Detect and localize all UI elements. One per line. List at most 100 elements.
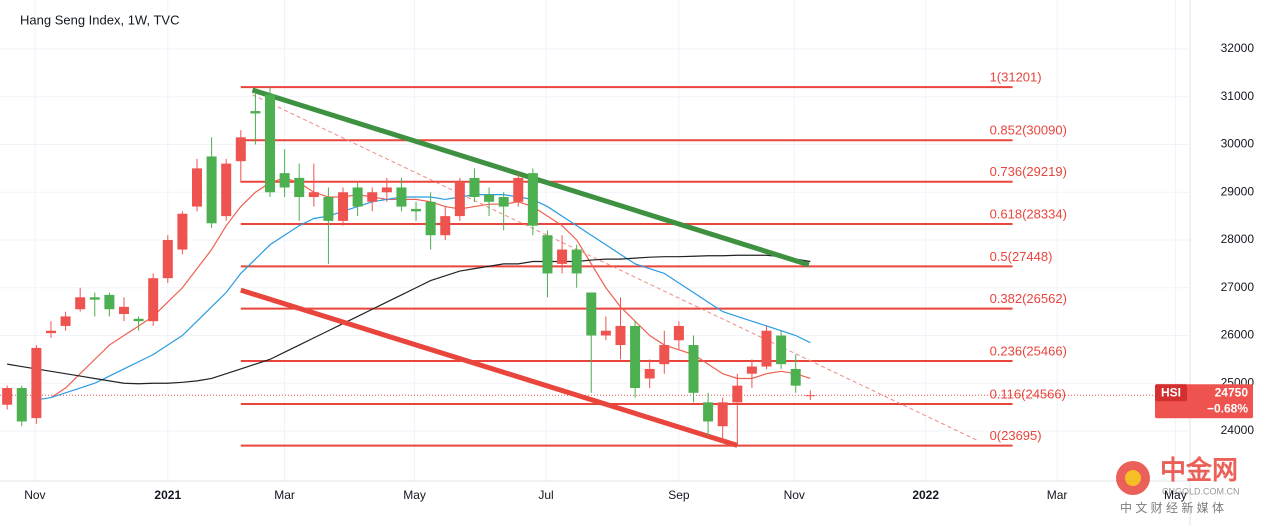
candle-body: [16, 388, 27, 422]
candle-body: [104, 294, 115, 310]
candle-body: [89, 297, 100, 300]
watermark: 中金网 CNGOLD.COM.CN 中 文 财 经 新 媒 体: [1116, 455, 1240, 515]
candle-body: [484, 194, 495, 202]
x-tick-label: 2021: [154, 488, 181, 502]
price-tag: HSI 24750 −0.68%: [1155, 384, 1253, 419]
candle-body: [776, 335, 787, 365]
x-tick-label: Nov: [784, 488, 805, 502]
x-tick-label: Mar: [1047, 488, 1068, 502]
fib-label: 0(23695): [990, 428, 1042, 443]
fib-label: 0.852(30090): [990, 123, 1067, 138]
candle-body: [630, 325, 641, 389]
candle-body: [118, 306, 129, 315]
candle-body: [2, 388, 13, 405]
candle-body: [411, 208, 422, 212]
candle-body: [600, 330, 611, 336]
price-tag-symbol: HSI: [1161, 385, 1181, 399]
candle-body: [206, 156, 217, 224]
x-tick-label: May: [1164, 488, 1187, 502]
x-tick-label: Sep: [668, 488, 690, 502]
fib-label: 0.382(26562): [990, 291, 1067, 306]
y-tick-label: 31000: [1221, 89, 1255, 103]
candle-body: [235, 137, 246, 162]
candle-body: [265, 94, 276, 193]
candle-body: [673, 325, 684, 341]
candle-body: [717, 402, 728, 427]
fib-label: 0.236(25466): [990, 343, 1067, 358]
moving-average: [7, 254, 811, 385]
candle-body: [177, 213, 188, 250]
fib-label: 1(31201): [990, 70, 1042, 85]
y-tick-label: 30000: [1221, 137, 1255, 151]
candle-body: [659, 345, 670, 365]
price-tag-symbol-box: [1155, 384, 1187, 402]
candle-body: [703, 402, 714, 422]
candle-body: [352, 187, 363, 207]
fib-label: 0.618(28334): [990, 206, 1067, 221]
candle-body: [425, 201, 436, 236]
candle-body: [75, 297, 86, 310]
candle-body: [732, 385, 743, 403]
y-tick-label: 28000: [1221, 232, 1255, 246]
candle-body: [381, 187, 392, 193]
candle-body: [148, 278, 159, 322]
candle-body: [308, 192, 319, 198]
candle-body: [60, 316, 71, 326]
candle-body: [761, 330, 772, 367]
x-tick-label: Nov: [24, 488, 45, 502]
watermark-brand: 中金网: [1160, 455, 1238, 485]
candle-body: [688, 345, 699, 393]
y-tick-label: 26000: [1221, 328, 1255, 342]
candle-body: [586, 292, 597, 336]
candle-body: [557, 249, 568, 264]
candle-body: [513, 177, 524, 202]
candle-body: [615, 325, 626, 346]
candle-body: [644, 368, 655, 379]
x-tick-label: 2022: [912, 488, 939, 502]
candle-body: [338, 192, 349, 221]
candle-body: [279, 173, 290, 188]
candle-body: [746, 366, 757, 374]
price-tag-price: 24750: [1215, 385, 1249, 399]
candle-body: [133, 318, 144, 322]
trendline: [252, 94, 978, 441]
logo-inner: [1125, 470, 1141, 486]
candle-body: [469, 177, 480, 198]
watermark-slogan: 中 文 财 经 新 媒 体: [1120, 500, 1224, 515]
price-tag-change: −0.68%: [1207, 401, 1248, 415]
candle-body: [542, 235, 553, 274]
candle-body: [805, 395, 816, 397]
candle-body: [323, 197, 334, 221]
candle-body: [498, 197, 509, 207]
plot: 1(31201) 0.852(30090) 0.736(29219) 0.618(28…: [0, 70, 1190, 448]
candle-body: [191, 168, 202, 207]
moving-average: [36, 194, 811, 401]
candle-body: [440, 216, 451, 236]
trendline: [240, 287, 739, 448]
candle-body: [396, 187, 407, 207]
candle-body: [162, 239, 173, 279]
candle-body: [250, 111, 261, 114]
candle-body: [31, 347, 42, 419]
candle-body: [45, 330, 56, 334]
fib-label: 0.5(27448): [990, 249, 1053, 264]
x-tick-label: Jul: [538, 488, 553, 502]
fib-label: 0.736(29219): [990, 164, 1067, 179]
candle-body: [367, 192, 378, 202]
y-tick-label: 27000: [1221, 280, 1255, 294]
candle-body: [527, 173, 538, 226]
y-tick-label: 29000: [1221, 184, 1255, 198]
x-tick-label: May: [403, 488, 426, 502]
fib-label: 0.116(24566): [990, 386, 1066, 401]
candle-body: [454, 182, 465, 217]
candle-body: [294, 177, 305, 198]
candle-body: [221, 163, 232, 217]
y-tick-label: 32000: [1221, 41, 1255, 55]
x-tick-label: Mar: [274, 488, 295, 502]
candle-body: [571, 249, 582, 274]
candle-body: [790, 368, 801, 386]
y-tick-label: 24000: [1221, 423, 1255, 437]
chart-title: Hang Seng Index, 1W, TVC: [20, 12, 179, 27]
watermark-site: CNGOLD.COM.CN: [1162, 486, 1240, 496]
